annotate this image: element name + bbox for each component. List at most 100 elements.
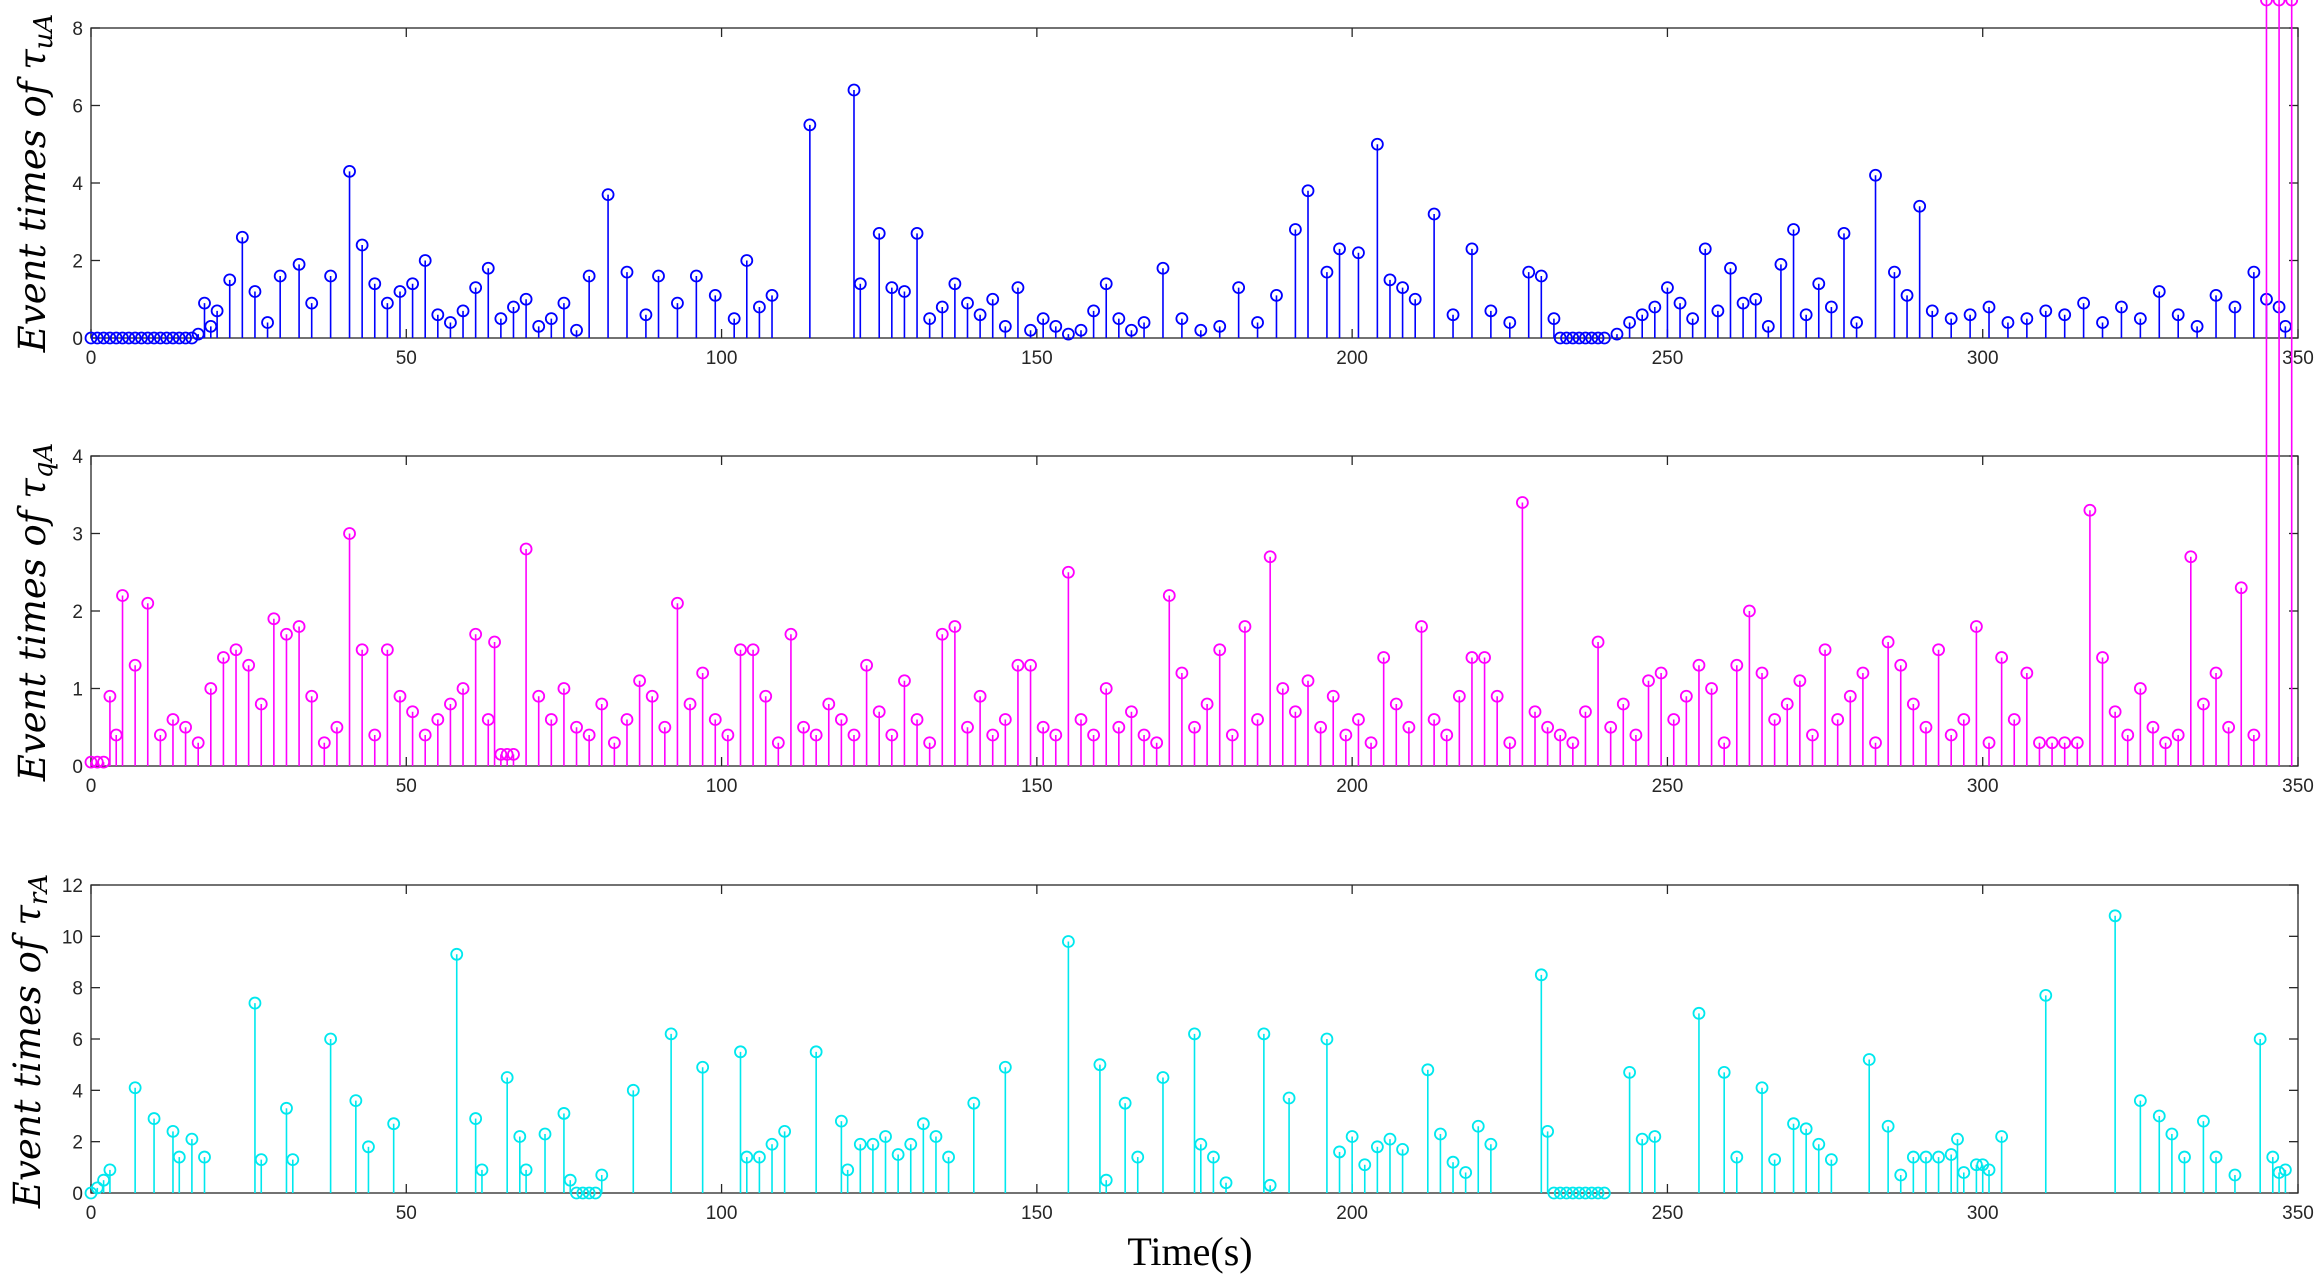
x-tick-label: 100 (706, 348, 738, 369)
stem-marker (1024, 658, 1037, 672)
stem-marker (1862, 1053, 1876, 1066)
stem-marker (765, 1137, 779, 1151)
stem-marker (834, 1114, 848, 1128)
stem-marker (2133, 1094, 2147, 1107)
stem-marker (1339, 728, 1353, 742)
stem-marker (1623, 1065, 1636, 1079)
stem-marker (658, 720, 672, 734)
y-tick-label: 12 (62, 876, 83, 897)
stem-marker (1932, 1150, 1945, 1164)
stem-marker (135, 331, 148, 345)
stem-marker (2228, 1168, 2242, 1182)
stem-marker (1616, 697, 1630, 711)
stem-marker (2253, 1032, 2267, 1046)
stem-marker (1389, 697, 1403, 711)
stem-marker (2184, 550, 2198, 564)
stem-marker (475, 1163, 489, 1177)
stem-marker (973, 689, 987, 703)
stem-marker (406, 277, 419, 291)
stem-marker (1093, 1058, 1107, 1072)
stem-marker (355, 238, 369, 252)
stem-marker (2007, 713, 2021, 726)
stem-marker (1572, 1186, 1586, 1200)
stem-marker (1591, 1186, 1605, 1200)
stem-marker (1219, 1176, 1233, 1190)
stem-marker (494, 312, 508, 326)
stem-marker (500, 747, 514, 761)
stem-marker (771, 736, 785, 750)
stem-marker (1011, 281, 1025, 295)
stem-marker (1667, 713, 1681, 726)
stem-marker (166, 713, 180, 726)
stem-marker (1137, 316, 1151, 329)
stem-marker (2260, 0, 2273, 7)
stem-marker (1225, 728, 1239, 742)
stem-marker (582, 269, 596, 283)
stem-marker (519, 1163, 533, 1177)
stem-marker (254, 1153, 268, 1167)
stem-marker (891, 1148, 905, 1161)
stem-marker (872, 705, 886, 719)
plot-panel-tau-uA: Event times of τuA 0 50 100 150 200 250 300 350… (11, 14, 2314, 369)
y-tick-label: 6 (72, 1030, 83, 1051)
ylabel-tau-uA: Event times of τuA (11, 14, 59, 353)
stem-marker (916, 1117, 930, 1131)
stem-marker (261, 316, 274, 329)
stem-marker (217, 651, 230, 664)
stem-marker (1175, 312, 1189, 326)
stem-marker (1717, 1065, 1731, 1079)
stem-marker (1528, 705, 1542, 719)
stem-marker (1913, 199, 1927, 213)
stem-marker (1011, 658, 1025, 672)
stem-marker (109, 728, 123, 742)
stem-marker (380, 643, 394, 657)
stem-marker (1427, 713, 1441, 726)
stem-marker (2070, 736, 2084, 750)
stem-marker (1856, 666, 1870, 680)
stem-marker (778, 1125, 792, 1138)
stem-marker (1099, 682, 1113, 695)
stem-marker (879, 1130, 892, 1143)
stem-marker (1402, 720, 1416, 734)
x-tick-label: 50 (396, 348, 417, 369)
y-tick-label: 2 (72, 602, 83, 623)
stem-marker (1074, 713, 1088, 726)
stem-marker (998, 1060, 1012, 1074)
stem-marker (90, 331, 104, 345)
stem-marker (1768, 1153, 1782, 1167)
stem-marker (198, 1150, 211, 1164)
stem-marker (500, 1071, 514, 1084)
stem-marker (1774, 257, 1788, 271)
stem-marker (1850, 316, 1863, 329)
stem-marker (507, 300, 520, 314)
stem-marker (2171, 728, 2185, 742)
stem-marker (582, 1186, 596, 1200)
stem-marker (2001, 316, 2015, 329)
stem-marker (343, 164, 356, 178)
stem-marker (324, 269, 338, 283)
x-tick-label: 250 (1652, 348, 1684, 369)
x-tick-label: 200 (1336, 348, 1368, 369)
stem-marker (860, 658, 874, 672)
stem-marker (84, 331, 98, 345)
stem-marker (601, 188, 615, 202)
stem-marker (305, 689, 319, 703)
stem-marker (538, 1127, 552, 1141)
stem-marker (2285, 0, 2299, 7)
stem-marker (431, 713, 445, 726)
stem-marker (1755, 1081, 1769, 1095)
stem-marker (885, 281, 899, 295)
stem-marker (961, 296, 974, 310)
stem-marker (280, 1101, 293, 1115)
stem-marker (1251, 713, 1264, 726)
stem-marker (172, 1150, 186, 1164)
stem-marker (1579, 331, 1592, 345)
stem-marker (362, 1140, 375, 1154)
stem-marker (1024, 323, 1037, 337)
stem-marker (1288, 705, 1302, 719)
stem-marker (2152, 285, 2166, 298)
stem-marker (734, 643, 747, 657)
stem-marker (1503, 736, 1517, 750)
x-tick-label: 350 (2282, 348, 2314, 369)
stem-marker (1736, 296, 1750, 310)
